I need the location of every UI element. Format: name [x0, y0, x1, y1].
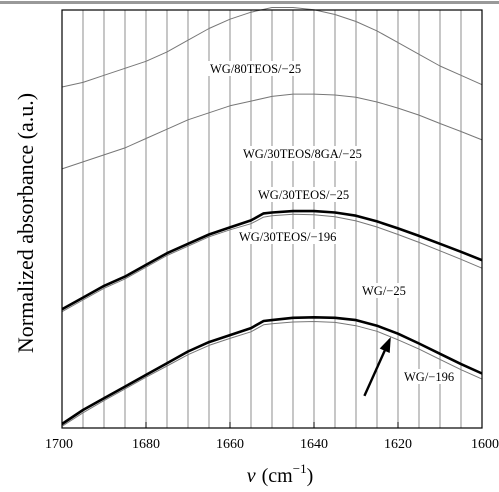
annotation-arrow	[363, 337, 391, 397]
x-tick-label-1660: 1660	[216, 437, 244, 452]
x-tick-label-1700: 1700	[45, 437, 73, 452]
series-label-wg-196: WG/−196	[404, 370, 454, 384]
series-label-bg-1	[241, 146, 371, 161]
x-tick-label-1600: 1600	[471, 437, 499, 452]
series-line-wg-80teos-25	[61, 7, 483, 88]
x-axis-exponent: −1	[293, 461, 307, 476]
series-line-wg-30teos-196	[61, 213, 483, 313]
series-label-wg-25: WG/−25	[362, 284, 406, 298]
series-label-bg-0	[208, 61, 307, 76]
series-line-wg-30teos-25	[61, 209, 483, 311]
x-tick-label-1620: 1620	[384, 437, 412, 452]
series-label-wg-30teos-196: WG/30TEOS/−196	[239, 230, 336, 244]
series-line-wg-25	[61, 315, 483, 426]
arrow-head	[379, 337, 391, 353]
series-layer	[61, 7, 483, 427]
y-axis-title: Normalized absorbance (a.u.)	[13, 93, 38, 353]
x-axis-ticks: 1700 1680 1660 1640 1620 1600	[45, 422, 499, 452]
series-label-bg-2	[256, 187, 355, 202]
series-labels: WG/80TEOS/−25 WG/30TEOS/8GA/−25 WG/30TEOS/…	[208, 61, 456, 384]
series-label-bg-3	[237, 229, 344, 244]
series-label-bg-5	[402, 369, 456, 384]
series-line-wg-30teos-8ga-25	[61, 93, 483, 170]
series-label-wg-30teos-8ga-25: WG/30TEOS/8GA/−25	[243, 147, 362, 161]
x-tick-label-1640: 1640	[300, 437, 328, 452]
x-axis-symbol: v	[247, 465, 256, 487]
x-axis-title: v (cm−1)	[247, 461, 314, 487]
series-label-wg-30teos-25: WG/30TEOS/−25	[258, 188, 349, 202]
series-label-wg-80teos-25: WG/80TEOS/−25	[210, 62, 301, 76]
series-label-bg-4	[360, 283, 406, 298]
x-axis-close: )	[307, 465, 314, 487]
x-tick-label-1680: 1680	[132, 437, 160, 452]
plot-frame	[61, 9, 483, 429]
series-line-wg-196	[61, 321, 483, 427]
x-axis-unit: (cm	[262, 465, 294, 487]
